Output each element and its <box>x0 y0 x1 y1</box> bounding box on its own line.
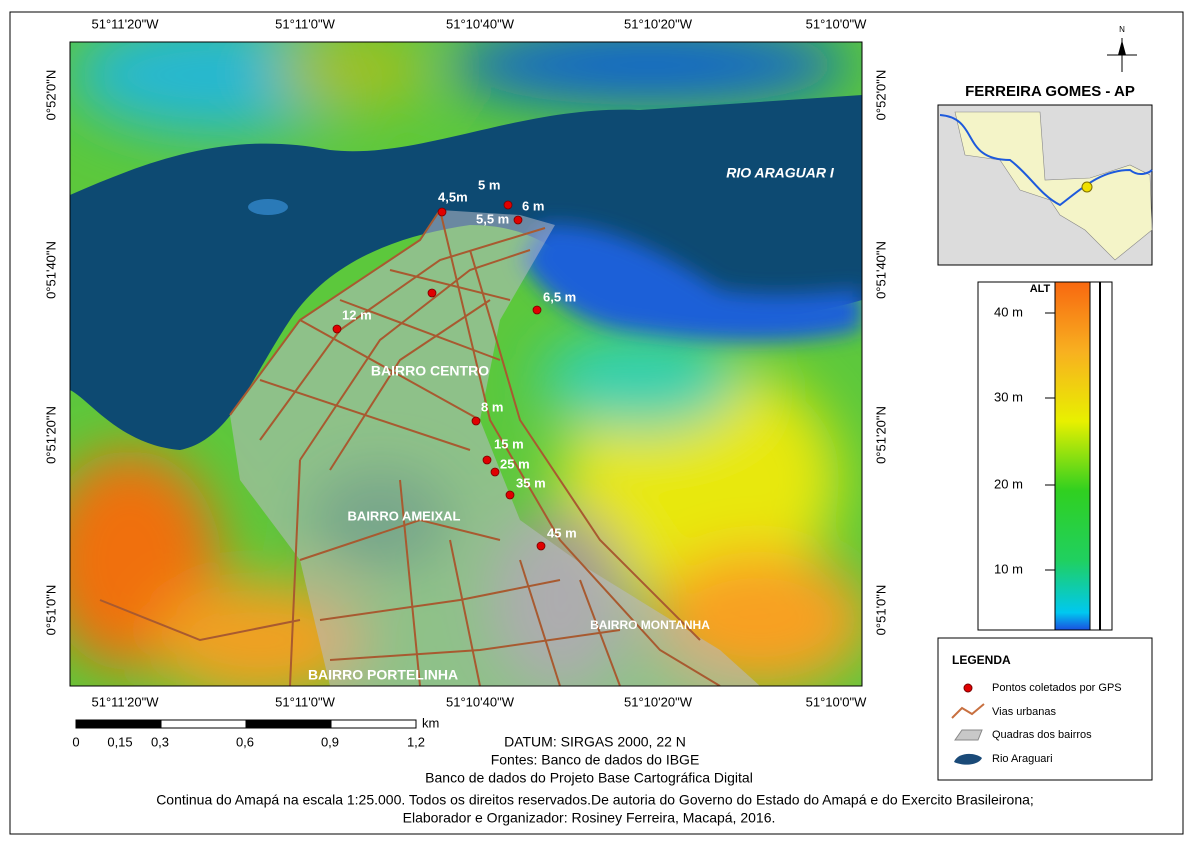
island <box>248 199 288 215</box>
inset-title: FERREIRA GOMES - AP <box>965 83 1135 100</box>
coord-top: 51°10'20"W <box>624 16 693 31</box>
scale-unit: km <box>422 715 439 730</box>
legend-symbol-road <box>951 703 985 719</box>
coord-top: 51°11'0"W <box>275 16 335 31</box>
coord-left: 0°51'40"N <box>43 241 58 299</box>
map-frame <box>69 41 863 687</box>
scale-label: 0,9 <box>321 734 339 749</box>
inset-map <box>937 104 1153 266</box>
coord-bottom: 51°10'20"W <box>624 694 693 709</box>
river <box>70 95 862 450</box>
outer-frame <box>9 11 1184 835</box>
coord-right: 0°52'0"N <box>873 70 888 121</box>
coord-top: 51°11'20"W <box>92 16 160 31</box>
scale-bar <box>75 719 417 729</box>
coord-right: 0°51'20"N <box>873 406 888 464</box>
point-label: 6 m <box>522 198 544 213</box>
coord-left: 0°51'0"N <box>43 585 58 636</box>
point-label: 12 m <box>342 307 372 322</box>
scale-label: 0 <box>72 734 79 749</box>
coord-bottom: 51°11'20"W <box>92 694 160 709</box>
coord-bottom: 51°10'0"W <box>806 694 867 709</box>
river-shallow <box>520 224 862 342</box>
legend-label: Quadras dos bairros <box>992 729 1092 741</box>
legend-symbol-point <box>963 683 973 693</box>
footer-line: Elaborador e Organizador: Rosiney Ferrei… <box>403 810 776 826</box>
coord-left: 0°51'20"N <box>43 406 58 464</box>
footer-line: DATUM: SIRGAS 2000, 22 N <box>504 734 686 750</box>
streets <box>99 209 721 686</box>
coord-right: 0°51'0"N <box>873 585 888 636</box>
legend-symbol-river <box>954 753 982 765</box>
elevation-tick-label: 20 m <box>994 476 1023 491</box>
coord-bottom: 51°11'0"W <box>275 694 335 709</box>
coord-top: 51°10'40"W <box>446 16 515 31</box>
elevation-title: ALT <box>1030 283 1051 295</box>
map-body: RIO ARAGUAR I <box>70 42 862 686</box>
elevation-tick-label: 40 m <box>994 304 1023 319</box>
legend-title: LEGENDA <box>952 653 1011 667</box>
river-label: RIO ARAGUAR I <box>726 165 835 181</box>
coord-left: 0°52'0"N <box>43 70 58 121</box>
point-label: 35 m <box>516 475 546 490</box>
point-label: 45 m <box>547 525 577 540</box>
footer-line: Continua do Amapá na escala 1:25.000. To… <box>156 792 1034 808</box>
neighborhood-label: BAIRRO CENTRO <box>371 363 489 379</box>
footer-line: Fontes: Banco de dados do IBGE <box>491 752 700 768</box>
blocks <box>230 210 760 686</box>
point-label: 5,5 m <box>476 211 509 226</box>
elevation-tick-label: 30 m <box>994 389 1023 404</box>
neighborhood-label: BAIRRO AMEIXAL <box>348 508 461 523</box>
coord-right: 0°51'40"N <box>873 241 888 299</box>
legend-label: Pontos coletados por GPS <box>992 682 1122 694</box>
point-label: 25 m <box>500 456 530 471</box>
point-label: 4,5m <box>438 189 468 204</box>
legend-label: Vias urbanas <box>992 706 1057 718</box>
point-label: 6,5 m <box>543 289 576 304</box>
elevation-tick-label: 10 m <box>994 561 1023 576</box>
north-arrow: N <box>1107 25 1137 72</box>
point-label: 5 m <box>478 177 500 192</box>
scale-label: 0,3 <box>151 734 169 749</box>
legend-label: Rio Araguari <box>992 753 1053 765</box>
neighborhood-label: BAIRRO MONTANHA <box>590 618 710 632</box>
coord-top: 51°10'0"W <box>806 16 867 31</box>
north-label: N <box>1119 25 1125 34</box>
legend-symbol-blocks <box>954 729 983 741</box>
footer-line: Banco de dados do Projeto Base Cartográf… <box>425 770 753 786</box>
scale-label: 1,2 <box>407 734 425 749</box>
gps-points <box>332 200 546 551</box>
coord-bottom: 51°10'40"W <box>446 694 515 709</box>
elevation-ramp <box>1054 281 1091 631</box>
point-label: 8 m <box>481 399 503 414</box>
scale-label: 0,15 <box>107 734 132 749</box>
neighborhood-label: BAIRRO PORTELINHA <box>308 667 458 683</box>
point-label: 15 m <box>494 436 524 451</box>
elevation-box <box>977 281 1113 631</box>
scale-label: 0,6 <box>236 734 254 749</box>
